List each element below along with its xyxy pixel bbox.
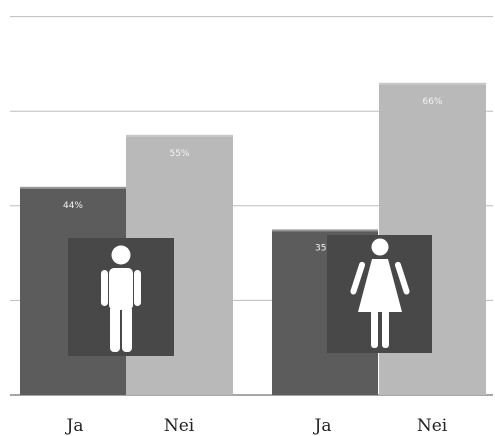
category-label: Ja xyxy=(313,416,332,436)
bar-highlight xyxy=(379,82,486,85)
man-icon xyxy=(68,238,174,356)
icons xyxy=(68,235,432,356)
bar-value-label: 44% xyxy=(63,201,83,211)
bar-value-label: 66% xyxy=(422,97,442,107)
category-labels: Ja Nei Ja Nei xyxy=(65,416,448,436)
bar-value-label: 55% xyxy=(169,149,189,159)
woman-icon xyxy=(327,235,432,353)
category-label: Ja xyxy=(65,416,84,436)
category-label: Nei xyxy=(164,416,195,436)
bar-highlight xyxy=(272,229,378,232)
bar-value-label: 35% xyxy=(315,243,335,253)
category-label: Nei xyxy=(417,416,448,436)
bar-highlight xyxy=(126,134,233,137)
bar-highlight xyxy=(20,186,126,189)
